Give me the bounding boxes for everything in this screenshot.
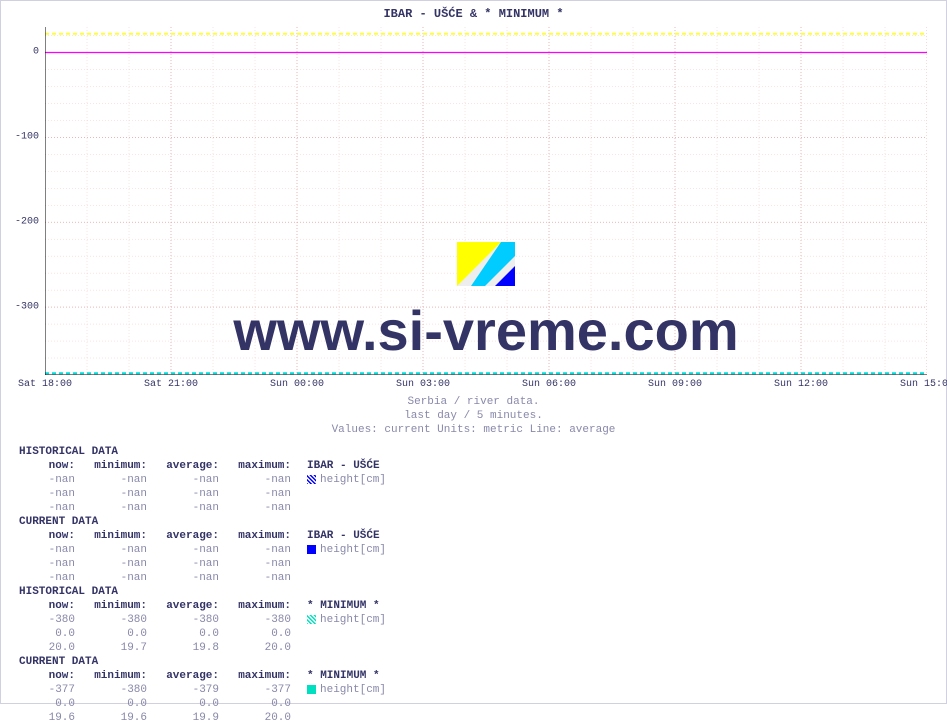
series-swatch-icon (307, 475, 316, 484)
table-row: 0.00.00.00.0 (19, 697, 946, 711)
caption-block: Serbia / river data. last day / 5 minute… (1, 395, 946, 437)
table-row: -nan-nan-nan-nan (19, 487, 946, 501)
x-tick: Sun 00:00 (270, 379, 324, 390)
table-row: -nan-nan-nan-nanheight[cm] (19, 543, 946, 557)
table-row: -nan-nan-nan-nan (19, 571, 946, 585)
x-tick: Sun 09:00 (648, 379, 702, 390)
section-title: HISTORICAL DATA (19, 585, 946, 599)
y-tick: -100 (15, 132, 39, 143)
y-tick: -300 (15, 302, 39, 313)
metric-label: height[cm] (320, 543, 386, 557)
site-logo-icon (457, 242, 515, 286)
series-swatch-icon (307, 615, 316, 624)
x-tick: Sun 03:00 (396, 379, 450, 390)
table-header: now:minimum:average:maximum:* MINIMUM * (19, 669, 946, 683)
table-header: now:minimum:average:maximum:* MINIMUM * (19, 599, 946, 613)
caption-line: Serbia / river data. (1, 395, 946, 409)
chart-container: www.si-vreme.com www.si-vreme.com 0-100-… (45, 27, 927, 375)
section-title: CURRENT DATA (19, 655, 946, 669)
caption-line: Values: current Units: metric Line: aver… (1, 423, 946, 437)
x-tick: Sat 18:00 (18, 379, 72, 390)
metric-label: height[cm] (320, 683, 386, 697)
series-swatch-icon (307, 545, 316, 554)
table-row: -380-380-380-380height[cm] (19, 613, 946, 627)
series-swatch-icon (307, 685, 316, 694)
section-title: CURRENT DATA (19, 515, 946, 529)
table-row: 20.019.719.820.0 (19, 641, 946, 655)
table-row: -nan-nan-nan-nan (19, 557, 946, 571)
chart-title: IBAR - UŠĆE & * MINIMUM * (1, 1, 946, 21)
x-tick: Sat 21:00 (144, 379, 198, 390)
x-tick: Sun 06:00 (522, 379, 576, 390)
chart-plot (45, 27, 927, 375)
table-row: -nan-nan-nan-nan (19, 501, 946, 515)
x-tick: Sun 12:00 (774, 379, 828, 390)
table-row: -377-380-379-377height[cm] (19, 683, 946, 697)
table-row: 0.00.00.00.0 (19, 627, 946, 641)
metric-label: height[cm] (320, 473, 386, 487)
table-header: now:minimum:average:maximum:IBAR - UŠĆE (19, 459, 946, 473)
caption-line: last day / 5 minutes. (1, 409, 946, 423)
y-tick: -200 (15, 217, 39, 228)
x-tick: Sun 15:00 (900, 379, 947, 390)
section-title: HISTORICAL DATA (19, 445, 946, 459)
table-row: -nan-nan-nan-nanheight[cm] (19, 473, 946, 487)
metric-label: height[cm] (320, 613, 386, 627)
y-tick: 0 (33, 47, 39, 58)
data-tables: HISTORICAL DATAnow:minimum:average:maxim… (19, 445, 946, 725)
table-row: 19.619.619.920.0 (19, 711, 946, 725)
table-header: now:minimum:average:maximum:IBAR - UŠĆE (19, 529, 946, 543)
